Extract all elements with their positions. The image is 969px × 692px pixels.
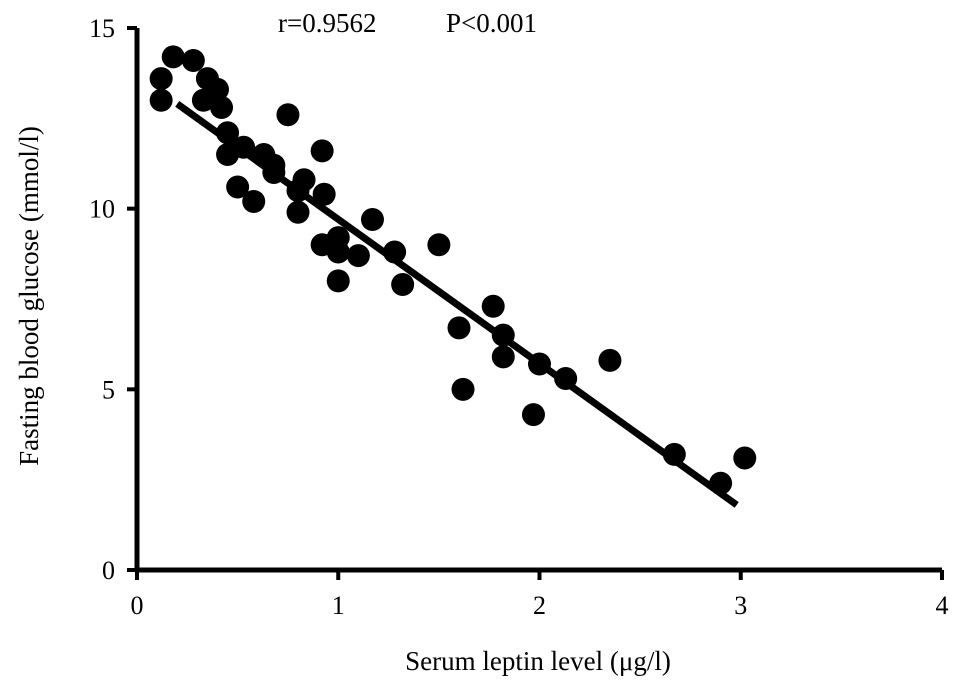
x-tick-label: 2 <box>533 591 546 620</box>
x-tick-label: 0 <box>131 591 144 620</box>
data-point <box>292 168 316 192</box>
data-point <box>149 67 173 91</box>
data-point <box>391 273 415 297</box>
data-point <box>149 88 173 112</box>
data-point <box>733 446 757 470</box>
data-point <box>286 200 310 224</box>
x-tick-label: 1 <box>332 591 345 620</box>
data-point <box>598 348 622 372</box>
data-point <box>491 345 515 369</box>
data-point <box>181 49 205 73</box>
axes: 0 1 2 3 4 0 5 10 15 <box>89 14 949 620</box>
data-point <box>326 240 350 264</box>
regression-line <box>175 101 739 508</box>
x-ticks: 0 1 2 3 4 <box>131 570 949 620</box>
x-axis-title: Serum leptin level (μg/l) <box>405 646 671 676</box>
data-point <box>210 95 234 119</box>
data-point <box>276 103 300 127</box>
data-point <box>346 244 370 268</box>
y-tick-label: 5 <box>102 375 115 404</box>
data-point <box>312 182 336 206</box>
data-point <box>521 403 545 427</box>
x-tick-label: 3 <box>734 591 747 620</box>
y-tick-label: 10 <box>89 195 115 224</box>
data-point <box>206 77 229 101</box>
data-point <box>447 316 471 340</box>
data-point <box>481 294 505 318</box>
p-value-annotation: P<0.001 <box>446 8 537 38</box>
y-tick-label: 15 <box>89 14 115 43</box>
data-point <box>360 208 384 232</box>
data-point <box>326 269 350 293</box>
y-axis-title: Fasting blood glucose (mmol/l) <box>14 126 44 466</box>
data-point <box>242 189 266 213</box>
data-points <box>149 45 757 495</box>
x-tick-label: 4 <box>936 591 949 620</box>
correlation-annotation: r=0.9562 <box>278 8 376 38</box>
data-point <box>161 45 185 69</box>
data-point <box>451 377 475 401</box>
data-point <box>310 139 334 163</box>
data-point <box>226 175 250 199</box>
data-point <box>427 233 451 257</box>
y-tick-label: 0 <box>102 556 115 585</box>
y-ticks: 0 5 10 15 <box>89 14 137 585</box>
